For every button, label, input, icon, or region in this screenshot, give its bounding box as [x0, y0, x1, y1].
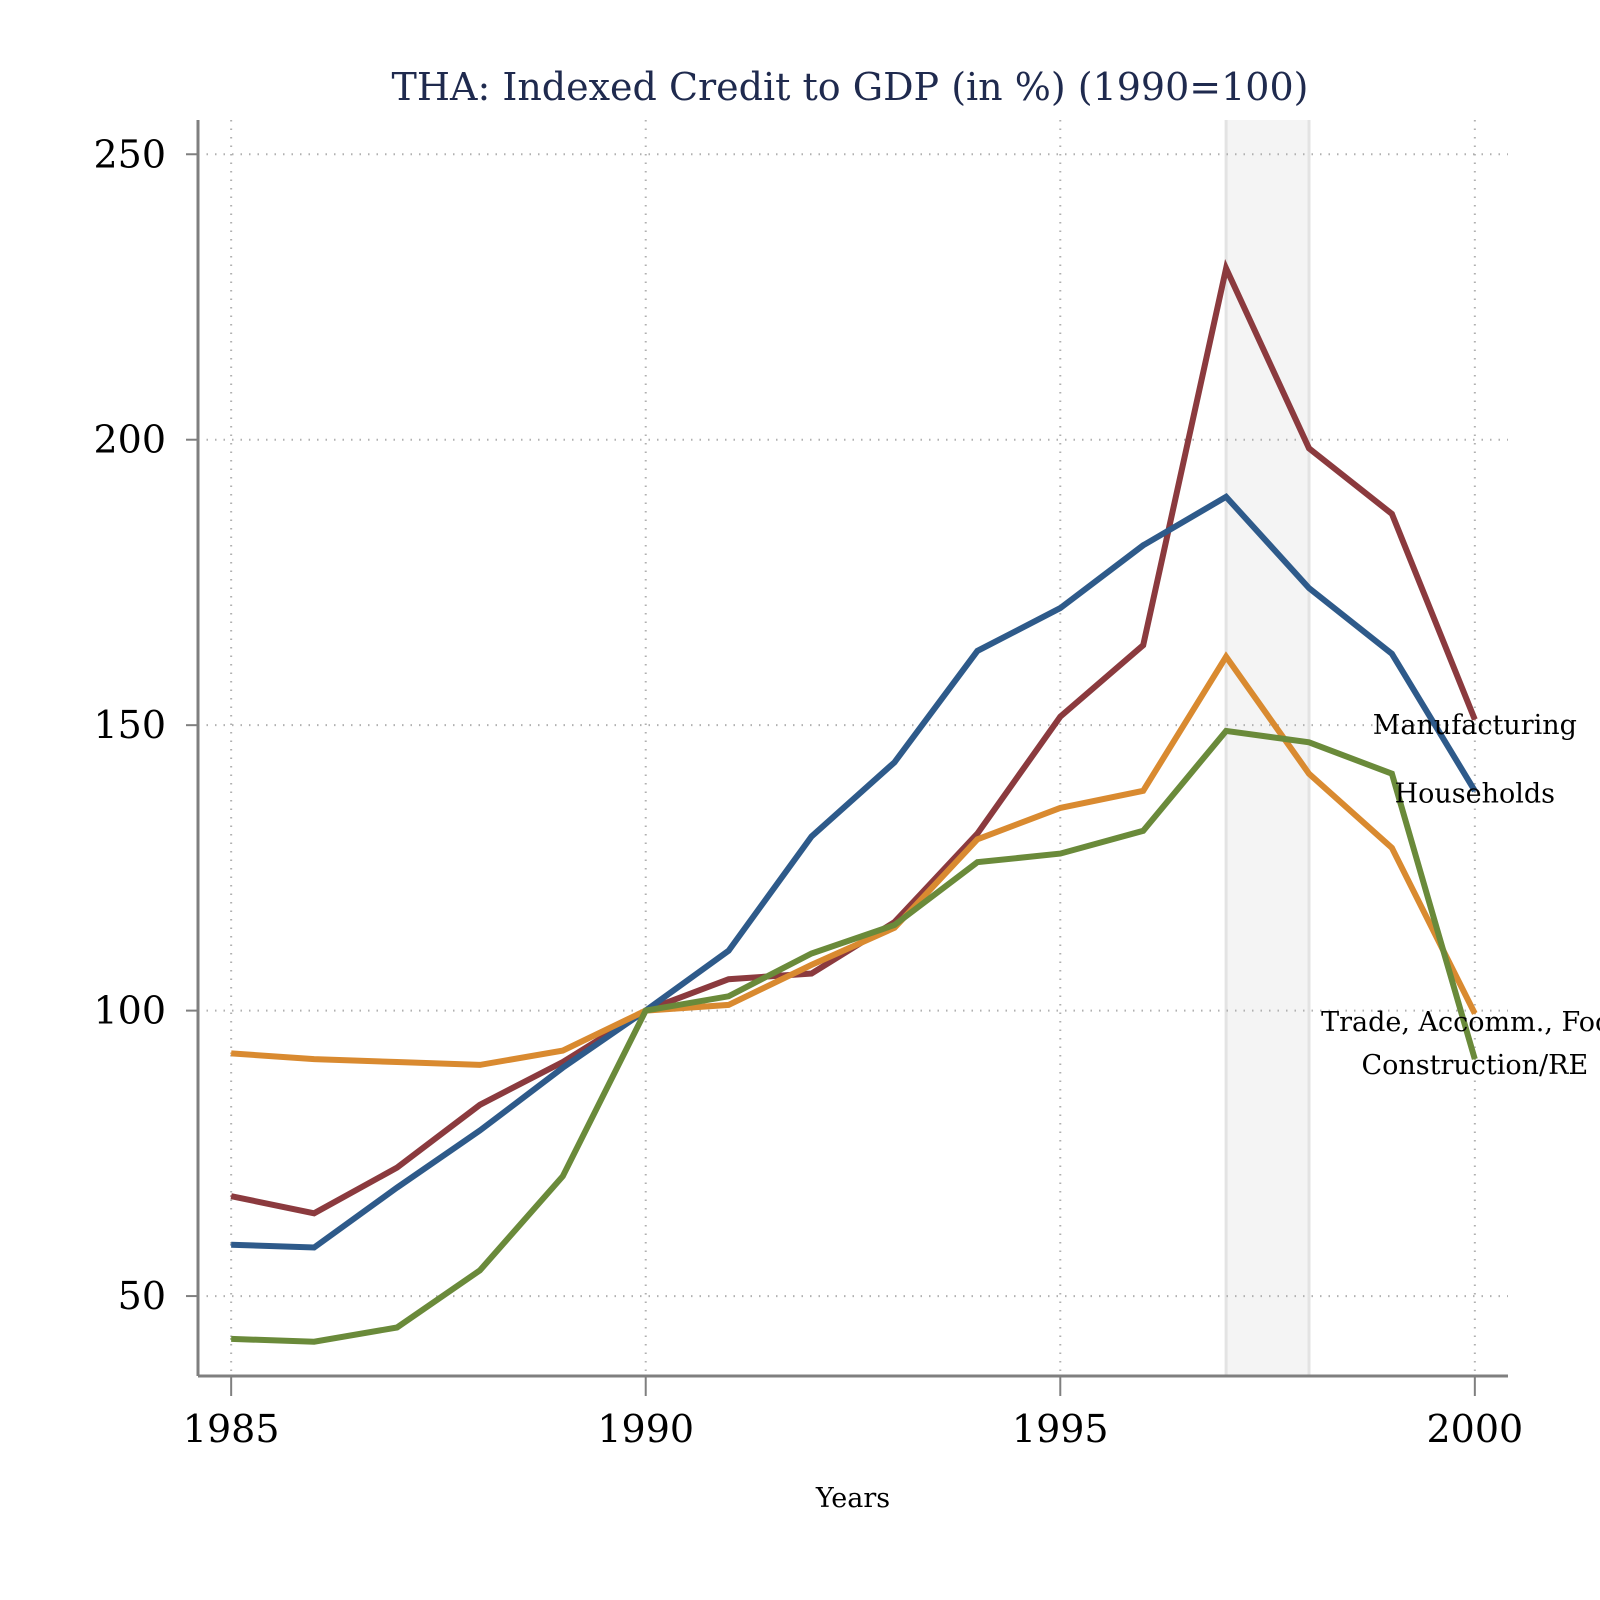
x-tick-label: 1985 [183, 1407, 280, 1451]
data-point-manufacturing [1307, 447, 1311, 450]
data-point-construction-re [1307, 741, 1311, 744]
data-point-manufacturing [1390, 512, 1394, 516]
data-point-construction-re [312, 1340, 316, 1343]
series-line-construction-re [231, 727, 1478, 1345]
data-point-construction-re [478, 1269, 482, 1272]
data-point-trade-accomm-food [395, 1060, 399, 1064]
data-point-construction-re [810, 952, 813, 955]
shaded-period-layer [1224, 120, 1311, 1376]
data-point-construction-re [644, 1009, 647, 1012]
data-point-households [1224, 495, 1228, 498]
line-label-layer: Manufacturing Households Trade, Accomm., F… [1321, 710, 1600, 1081]
data-point-households [810, 835, 813, 838]
data-point-trade-accomm-food [1059, 806, 1062, 810]
data-point-trade-accomm-food [1141, 789, 1145, 793]
line-label-households: Households [1395, 779, 1555, 810]
data-point-manufacturing [478, 1103, 482, 1107]
data-point-manufacturing [312, 1212, 316, 1215]
data-point-trade-accomm-food [727, 1003, 730, 1007]
data-point-trade-accomm-food [976, 838, 979, 841]
data-point-construction-re [976, 860, 979, 864]
data-point-trade-accomm-food [810, 963, 813, 967]
series-line-households [231, 492, 1478, 1251]
data-point-manufacturing [561, 1060, 565, 1064]
series-line-trade-accomm-food [230, 651, 1478, 1068]
data-point-households [395, 1186, 399, 1189]
data-point-manufacturing [1141, 644, 1145, 647]
data-point-households [312, 1246, 316, 1249]
data-point-construction-re [1224, 729, 1228, 733]
data-point-households [1059, 606, 1062, 610]
data-point-trade-accomm-food [561, 1049, 565, 1052]
series-layer [229, 259, 1478, 1345]
x-tick-label: 1995 [1012, 1407, 1109, 1451]
data-point-manufacturing [976, 832, 979, 835]
data-point-households [727, 949, 730, 952]
data-point-manufacturing [727, 978, 730, 981]
y-tick-label: 150 [93, 703, 166, 747]
data-point-construction-re [1141, 829, 1145, 832]
data-point-manufacturing [810, 972, 813, 975]
data-point-trade-accomm-food [1307, 772, 1311, 775]
data-point-trade-accomm-food [1473, 1012, 1477, 1015]
data-point-households [478, 1129, 482, 1132]
grid-layer [198, 120, 1508, 1376]
chart-title: THA: Indexed Credit to GDP (in %) (1990=… [392, 65, 1309, 109]
line-label-trade-accomm-food: Trade, Accomm., Food [1321, 1007, 1600, 1038]
y-tick-label: 50 [118, 1274, 166, 1318]
data-point-households [561, 1066, 565, 1069]
data-point-trade-accomm-food [1224, 655, 1228, 658]
axis-layer: 50 100 150 200 250 1985 1990 1995 2000 [93, 120, 1523, 1451]
data-point-households [1390, 652, 1394, 655]
data-point-households [1473, 789, 1477, 793]
data-point-construction-re [1390, 772, 1394, 775]
data-point-manufacturing [1059, 715, 1062, 718]
data-point-households [1307, 586, 1311, 590]
x-tick-label: 1990 [597, 1407, 694, 1451]
line-label-construction-re: Construction/RE [1361, 1050, 1588, 1081]
data-point-trade-accomm-food [1390, 846, 1394, 850]
data-point-construction-re [893, 923, 896, 927]
data-point-construction-re [395, 1326, 399, 1329]
data-point-construction-re [727, 995, 730, 998]
data-point-construction-re [1473, 1057, 1477, 1061]
data-point-households [893, 761, 896, 764]
data-point-trade-accomm-food [478, 1063, 482, 1067]
data-point-trade-accomm-food [312, 1057, 316, 1061]
data-point-manufacturing [1473, 718, 1477, 721]
data-point-trade-accomm-food [229, 1052, 233, 1055]
data-point-manufacturing [1224, 267, 1228, 270]
y-tick-label: 200 [93, 418, 166, 462]
y-tick-label: 250 [93, 132, 166, 176]
x-tick-label: 2000 [1426, 1407, 1523, 1451]
data-point-construction-re [561, 1174, 565, 1178]
data-point-construction-re [229, 1337, 233, 1341]
data-point-construction-re [1059, 852, 1062, 855]
data-point-households [229, 1243, 233, 1246]
data-point-households [1141, 544, 1145, 547]
shaded-period [1226, 120, 1310, 1376]
x-axis-title: Years [815, 1483, 890, 1514]
data-point-households [976, 649, 979, 653]
data-point-manufacturing [395, 1166, 399, 1169]
data-point-manufacturing [229, 1194, 233, 1198]
line-label-manufacturing: Manufacturing [1373, 710, 1577, 741]
y-tick-label: 100 [93, 989, 166, 1033]
